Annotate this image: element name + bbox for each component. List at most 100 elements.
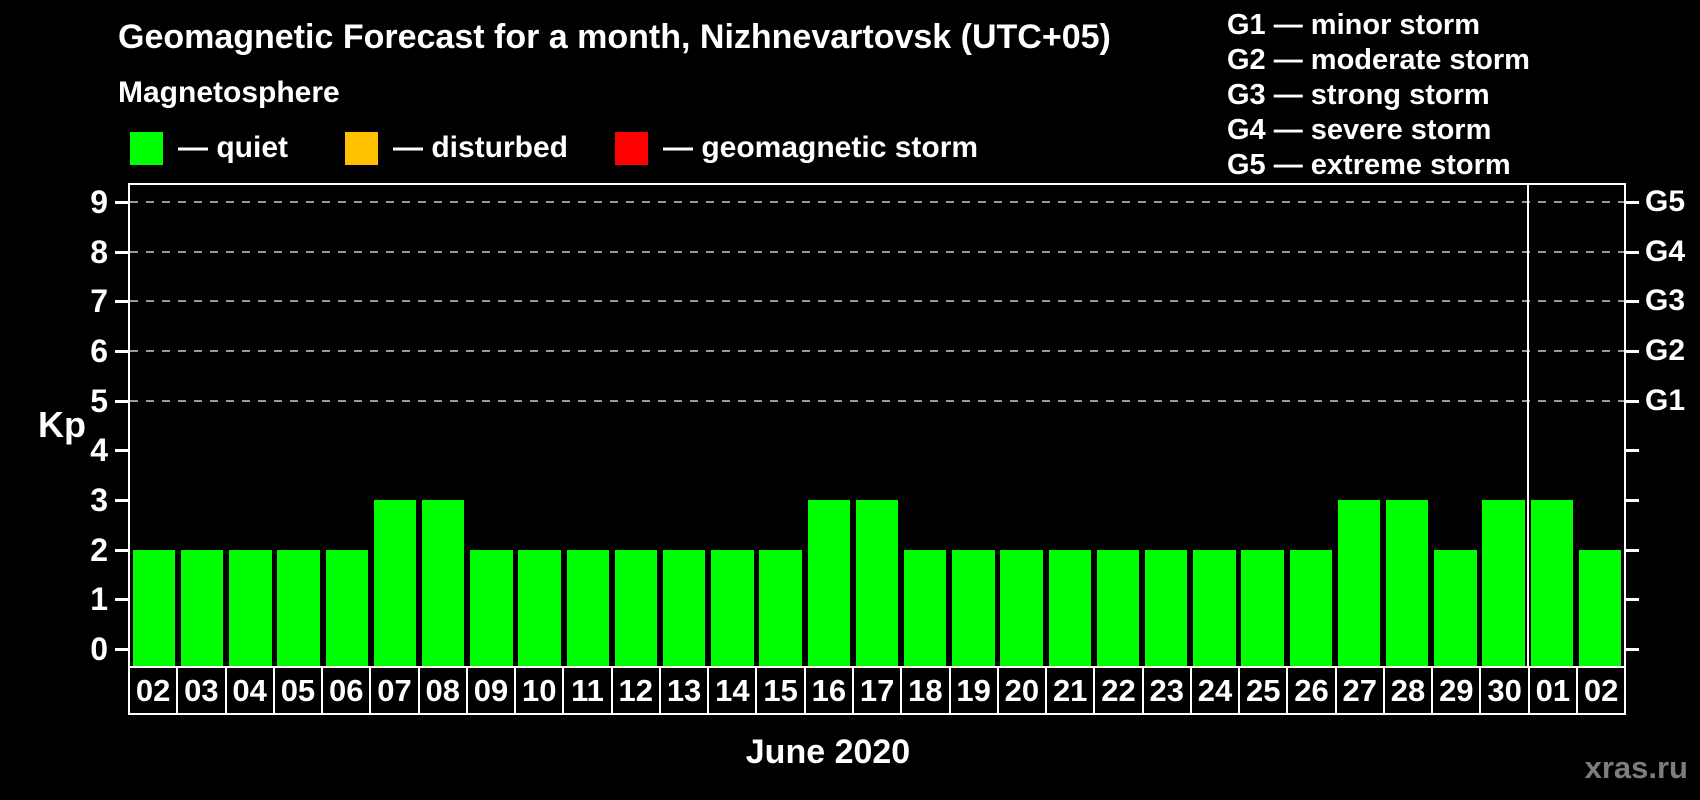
day-labels-row: 02 03 04 05 06 07 08 09 10 11 12 13 14 15 16 17 18 19 20 21… [128,666,1626,715]
right-axis-tick [1626,250,1639,254]
day-label-30: 30 [1479,668,1527,713]
legend-item-geomagnetic-storm: — geomagnetic storm [615,131,978,165]
bar-day-13 [663,549,706,666]
left-axis-tick [115,548,128,552]
bar-day-26 [1289,549,1332,666]
bar-day-15 [759,549,802,666]
right-axis-tick [1626,201,1639,204]
y-axis-tick-label-8: 8 [90,233,108,270]
left-axis-tick [115,598,128,602]
right-axis-tick [1626,449,1639,453]
right-axis-tick [1626,548,1639,552]
bar-day-30 [1482,500,1525,666]
bar-day-12 [614,549,658,666]
bar-day-18 [903,549,947,666]
day-label-09: 09 [465,668,514,713]
legend-item-disturbed: — disturbed [345,131,568,165]
magnetosphere-label: Magnetosphere [118,76,340,109]
left-axis-tick [115,648,128,651]
kp-axis-label: Kp [38,404,86,445]
day-label-03: 03 [176,668,224,713]
right-axis-tick [1626,300,1639,304]
day-label-11: 11 [562,668,610,713]
legend-item-quiet: — quiet [130,131,288,165]
right-axis-tick [1626,399,1639,403]
day-label-02: 02 [1575,668,1624,713]
day-label-19: 19 [948,668,997,713]
right-axis-tick [1626,350,1639,353]
right-axis-tick [1626,598,1639,602]
y-axis-tick-label-3: 3 [90,482,108,518]
day-label-07: 07 [369,668,417,713]
g-axis-label-g5: G5 [1645,185,1686,218]
legend-item-label: — quiet [178,131,288,164]
gridline-kp7 [130,300,1624,303]
bar-day-06 [325,549,369,666]
day-label-06: 06 [321,668,369,713]
x-axis-title: June 2020 [745,733,911,771]
day-label-18: 18 [900,668,948,713]
left-axis-tick [115,250,128,254]
day-label-21: 21 [1045,668,1093,713]
day-label-29: 29 [1431,668,1479,713]
bar-day-21 [1048,549,1091,666]
bar-day-20 [1000,549,1043,666]
y-axis-tick-label-0: 0 [90,631,108,667]
g-scale-legend: G1 — minor storm G2 — moderate storm G3 … [1227,8,1530,183]
plot-area [128,183,1626,668]
bar-day-02 [132,549,176,666]
disturbed-color-swatch [345,131,378,165]
right-axis-tick [1626,499,1639,502]
left-axis-tick [115,300,128,304]
gridline-kp8 [130,250,1624,253]
g-scale-legend-line-g3: G3 — strong storm [1227,79,1490,111]
legend-item-label: — disturbed [393,131,569,164]
y-axis-tick-label-7: 7 [90,283,108,320]
g-scale-legend-line-g5: G5 — extreme storm [1227,149,1511,181]
month-separator-line [1526,185,1529,666]
legend-item-label: — geomagnetic storm [663,131,979,164]
g-axis-label-g3: G3 [1645,284,1686,318]
bar-day-28 [1385,500,1429,666]
bar-day-19 [952,549,995,666]
day-label-10: 10 [514,668,562,713]
day-label-24: 24 [1189,668,1238,713]
day-label-27: 27 [1334,668,1383,713]
y-axis-tick-label-4: 4 [90,432,108,469]
left-axis-tick [115,499,128,502]
day-label-26: 26 [1286,668,1334,713]
day-label-04: 04 [224,668,273,713]
bar-day-01 [1530,500,1573,666]
day-label-28: 28 [1382,668,1431,713]
left-axis-tick [115,449,128,453]
g-scale-legend-line-g4: G4 — severe storm [1227,114,1492,146]
y-axis-tick-label-2: 2 [90,531,108,568]
day-label-02: 02 [135,672,171,708]
bar-day-09 [470,549,513,666]
y-axis-tick-label-6: 6 [90,333,108,369]
left-axis-tick [115,201,128,204]
day-label-20: 20 [996,668,1045,713]
left-axis-tick [115,350,128,353]
bar-day-22 [1096,549,1140,666]
y-axis-tick-label-9: 9 [90,184,108,220]
day-label-22: 22 [1093,668,1141,713]
day-label-01: 01 [1527,668,1576,713]
g-scale-legend-line-g1: G1 — minor storm [1227,9,1480,41]
bar-day-17 [855,500,899,666]
bar-day-11 [566,549,610,666]
watermark-xras: xras.ru [1584,750,1688,785]
bar-day-08 [422,500,465,666]
day-label-12: 12 [610,668,659,713]
bar-day-02 [1578,549,1622,666]
y-axis-tick-label-5: 5 [90,382,108,419]
day-label-13: 13 [658,668,707,713]
y-axis-tick-label-1: 1 [90,581,108,618]
bar-day-16 [807,500,850,666]
bar-day-05 [277,549,320,666]
left-axis-tick [115,399,128,403]
bar-day-27 [1337,500,1381,666]
chart-title: Geomagnetic Forecast for a month, Nizhne… [118,18,1111,56]
day-label-16: 16 [803,668,852,713]
right-axis-tick [1626,648,1639,651]
